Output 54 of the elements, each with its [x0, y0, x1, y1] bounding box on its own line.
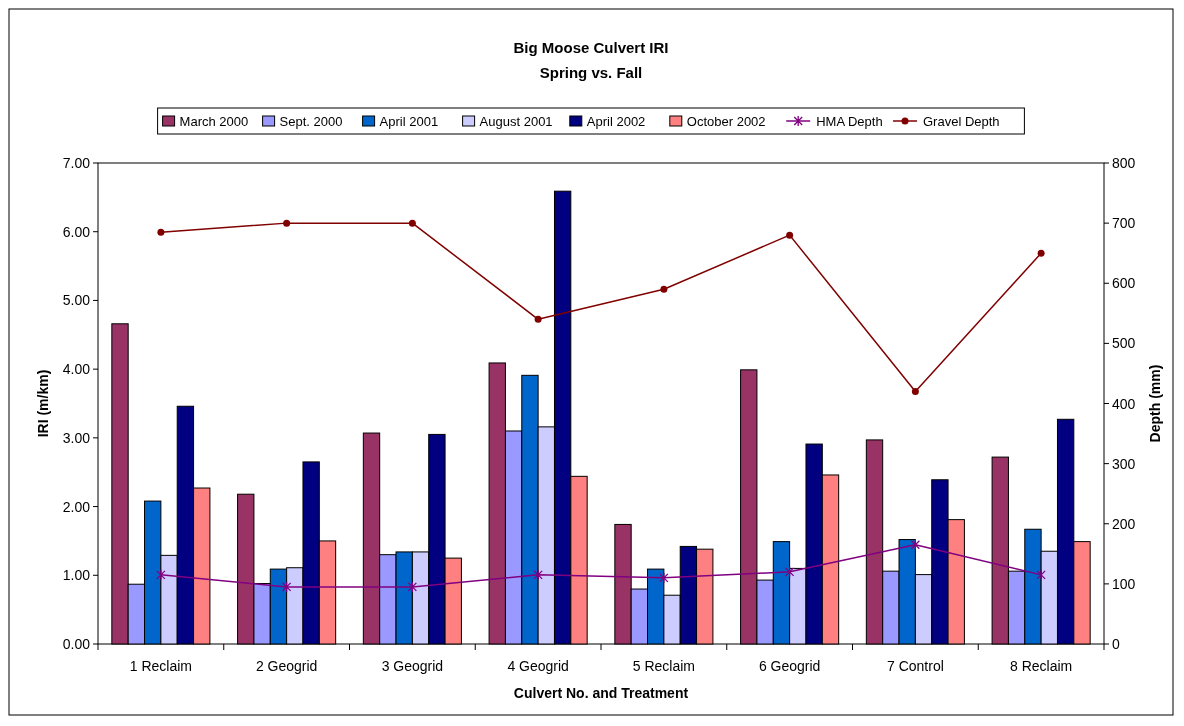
- y-tick-label: 4.00: [62, 361, 91, 378]
- point: [1036, 569, 1046, 581]
- point: [281, 581, 292, 593]
- y-axis-title: IRI (m/km): [35, 369, 51, 438]
- x-tick-label: 7 Control: [886, 658, 944, 674]
- x-tick-label: 2 Geogrid: [255, 658, 318, 674]
- point: [660, 285, 668, 293]
- y2-tick-label: 700: [1112, 215, 1136, 232]
- chart-subtitle: Spring vs. Fall: [539, 64, 643, 81]
- y-tick-label: 6.00: [62, 223, 91, 240]
- x-tick-label: 6 Geogrid: [758, 658, 821, 674]
- y2-tick-label: 600: [1112, 275, 1136, 292]
- legend-label: April 2001: [379, 114, 439, 129]
- legend-label: October 2002: [686, 114, 766, 129]
- y2-tick-label: 500: [1112, 335, 1136, 352]
- x-tick-label: 8 Reclaim: [1010, 658, 1073, 674]
- y2-tick-label: 100: [1112, 575, 1136, 592]
- point: [283, 219, 291, 227]
- y-tick-label: 0.00: [62, 636, 91, 652]
- y2-tick-label: 200: [1112, 515, 1136, 532]
- y2-tick-label: 800: [1112, 155, 1136, 171]
- point: [910, 539, 921, 551]
- y-tick-label: 7.00: [62, 155, 91, 171]
- point: [156, 569, 166, 581]
- y2-axis-title: Depth (mm): [1147, 364, 1163, 443]
- point: [157, 228, 165, 236]
- legend-label: August 2001: [479, 114, 553, 129]
- legend-label: Gravel Depth: [923, 114, 1000, 129]
- point: [659, 572, 669, 584]
- y2-tick-label: 300: [1112, 455, 1136, 472]
- y-tick-label: 5.00: [62, 292, 91, 309]
- legend-label: Sept. 2000: [279, 114, 343, 129]
- legend-label: HMA Depth: [816, 114, 883, 129]
- y2-tick-label: 0: [1112, 636, 1120, 652]
- x-tick-label: 1 Reclaim: [129, 658, 192, 674]
- y-tick-label: 3.00: [62, 429, 91, 446]
- point: [533, 569, 543, 581]
- y-tick-label: 2.00: [62, 498, 91, 515]
- x-axis-title: Culvert No. and Treatment: [513, 685, 689, 701]
- chart-title: Big Moose Culvert IRI: [513, 39, 669, 56]
- point: [1037, 249, 1045, 257]
- point: [534, 315, 542, 323]
- point: [784, 566, 795, 578]
- y2-tick-label: 400: [1112, 395, 1136, 412]
- y-tick-label: 1.00: [62, 567, 91, 584]
- x-tick-label: 3 Geogrid: [381, 658, 444, 674]
- point: [786, 231, 794, 239]
- legend-label: April 2002: [586, 114, 646, 129]
- point: [911, 387, 919, 395]
- point: [407, 581, 418, 593]
- x-tick-label: 4 Geogrid: [507, 658, 569, 674]
- legend-label: March 2000: [179, 114, 249, 129]
- point: [408, 219, 416, 227]
- x-tick-label: 5 Reclaim: [632, 658, 695, 674]
